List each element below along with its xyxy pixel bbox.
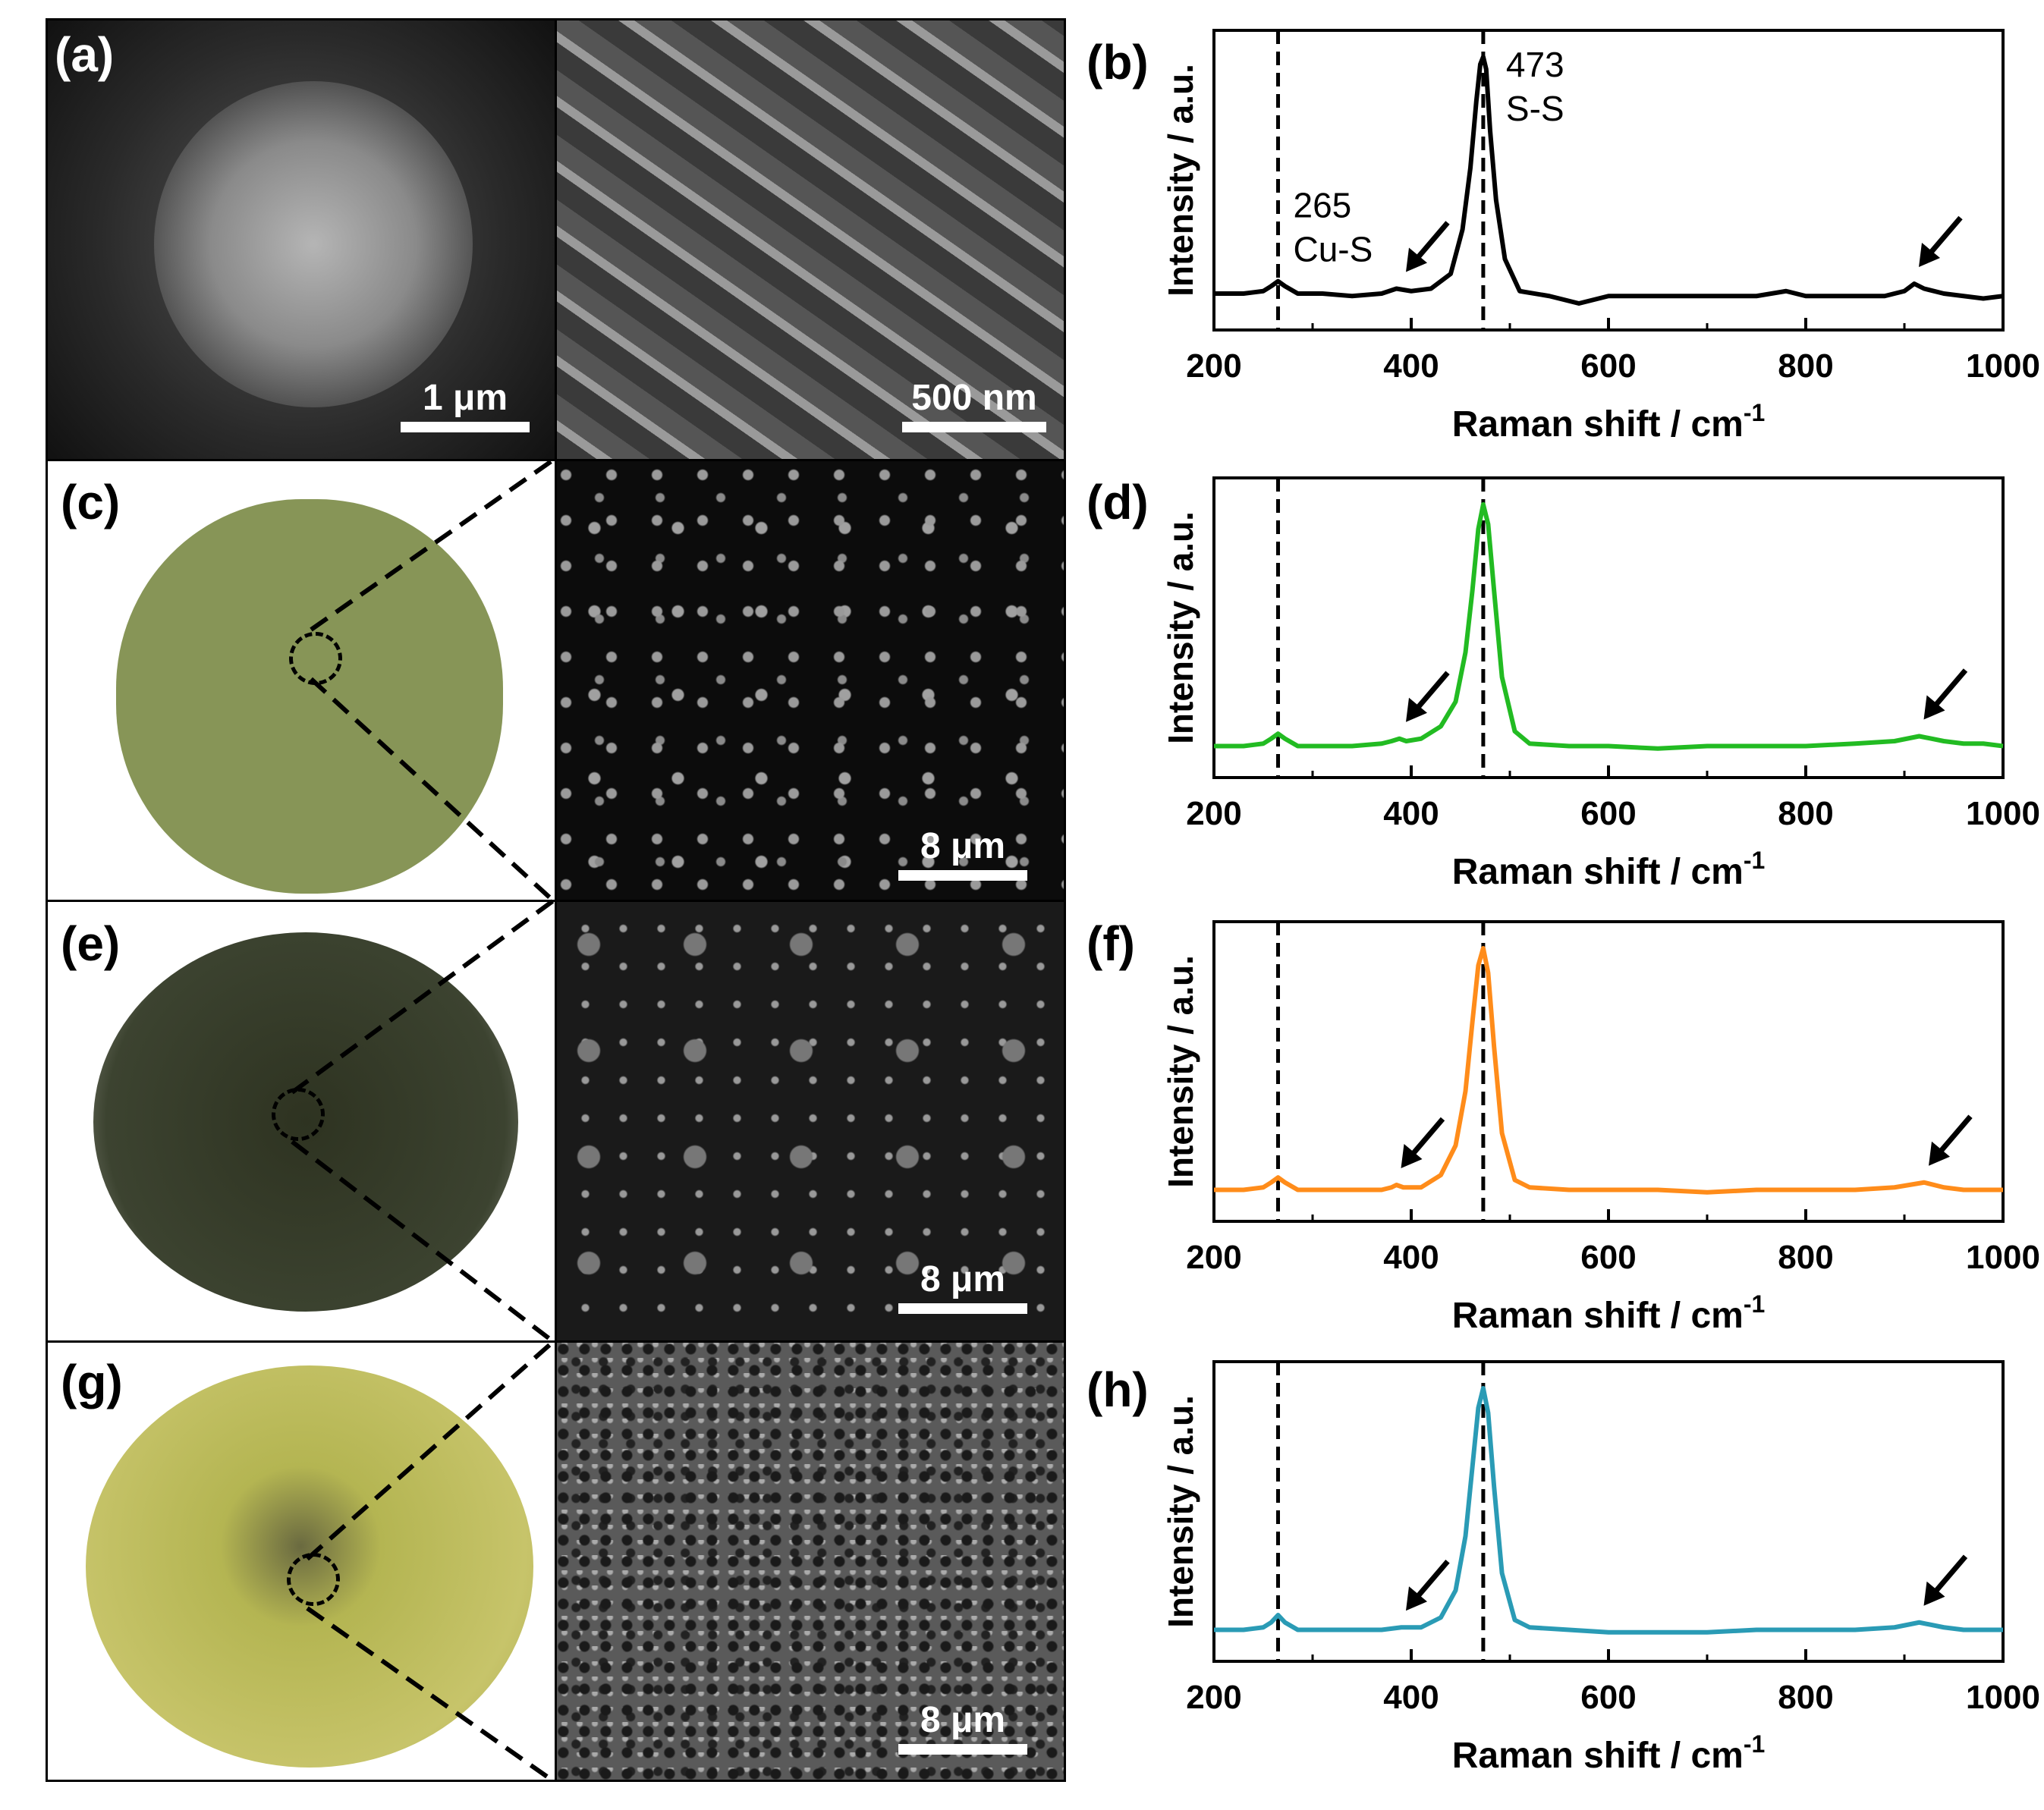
sem-image-g: 8 μm bbox=[555, 1340, 1066, 1782]
chart-b-xtick-label: 400 bbox=[1383, 347, 1439, 385]
chart-d-xtick-label: 400 bbox=[1383, 795, 1439, 832]
sem-image-zoom: 500 nm bbox=[555, 18, 1066, 461]
chart-b-xtick-label: 600 bbox=[1580, 347, 1636, 385]
chart-h-xtick-label: 1000 bbox=[1966, 1679, 2040, 1716]
chart-d-arrow-icon bbox=[1923, 668, 1968, 720]
chart-b-xtick-label: 200 bbox=[1186, 347, 1241, 385]
chart-h-xtick-label: 400 bbox=[1383, 1679, 1439, 1716]
photo-c-disk bbox=[116, 499, 503, 894]
scalebar-g-bar bbox=[898, 1744, 1027, 1755]
scalebar-c-bar bbox=[898, 870, 1027, 881]
chart-h-arrow-icon bbox=[1406, 1559, 1450, 1611]
chart-h-ylabel: Intensity / a.u. bbox=[1161, 1395, 1200, 1628]
chart-f-xtick-label: 800 bbox=[1778, 1239, 1833, 1276]
connector-e-bottom bbox=[291, 1139, 556, 1345]
chart-f-frame bbox=[1212, 920, 2005, 1223]
scalebar-a1: 1 μm bbox=[401, 377, 530, 432]
chart-b-annotation: Cu-S bbox=[1294, 229, 1373, 269]
chart-f-xtick-label: 1000 bbox=[1966, 1239, 2040, 1276]
sem-image-flower: 1 μm bbox=[46, 18, 557, 461]
chart-h-frame bbox=[1212, 1360, 2005, 1663]
chart-b-ylabel: Intensity / a.u. bbox=[1161, 64, 1200, 297]
scalebar-g-label: 8 μm bbox=[920, 1700, 1006, 1740]
chart-b-xlabel: Raman shift / cm-1 bbox=[1452, 399, 1766, 445]
scalebar-a2-label: 500 nm bbox=[911, 378, 1037, 418]
chart-h-xlabel: Raman shift / cm-1 bbox=[1452, 1730, 1766, 1776]
chart-h-arrow-icon bbox=[1923, 1554, 1968, 1606]
raman-chart-d: 200 400 600 800 1000 Raman shift / cm-1 Intens… bbox=[1161, 476, 2040, 892]
scalebar-e: 8 μm bbox=[898, 1259, 1027, 1314]
chart-b-annotation: 265 bbox=[1294, 185, 1352, 225]
chart-h-xtick-label: 200 bbox=[1186, 1679, 1241, 1716]
sem-flower-shape bbox=[154, 81, 473, 407]
panel-label-h: (h) bbox=[1086, 1362, 1149, 1417]
panel-label-b: (b) bbox=[1086, 35, 1149, 90]
chart-f-xtick-label: 200 bbox=[1186, 1239, 1241, 1276]
chart-d-xtick-label: 600 bbox=[1580, 795, 1636, 832]
photo-c-frame bbox=[46, 459, 557, 902]
chart-h-series-line bbox=[1214, 1386, 2003, 1635]
chart-d-series-line bbox=[1214, 502, 2004, 751]
chart-b-series-line bbox=[1214, 55, 2004, 306]
chart-b-arrow-icon bbox=[1919, 215, 1963, 267]
chart-d-xtick-label: 200 bbox=[1186, 795, 1241, 832]
chart-d-xlabel: Raman shift / cm-1 bbox=[1452, 847, 1766, 892]
chart-f-series-line bbox=[1214, 946, 2003, 1195]
sem-image-e: 8 μm bbox=[555, 900, 1066, 1343]
chart-b-annotation: S-S bbox=[1506, 89, 1564, 128]
chart-b-xtick-label: 1000 bbox=[1966, 347, 2040, 385]
chart-d-frame bbox=[1212, 476, 2005, 779]
panel-label-f: (f) bbox=[1086, 916, 1135, 971]
panel-label-e: (e) bbox=[61, 916, 121, 971]
chart-f-xlabel: Raman shift / cm-1 bbox=[1452, 1290, 1766, 1336]
panel-label-a: (a) bbox=[55, 27, 115, 82]
chart-b-xtick-label: 800 bbox=[1778, 347, 1833, 385]
panel-label-d: (d) bbox=[1086, 475, 1149, 529]
chart-b-annotation: 473 bbox=[1506, 45, 1564, 84]
scalebar-g: 8 μm bbox=[898, 1699, 1027, 1755]
chart-d-arrow-icon bbox=[1406, 671, 1450, 722]
panel-label-c: (c) bbox=[61, 475, 121, 529]
connector-g-top bbox=[306, 1338, 556, 1561]
chart-d-xtick-label: 800 bbox=[1778, 795, 1833, 832]
chart-f-xtick-label: 600 bbox=[1580, 1239, 1636, 1276]
connector-c-top bbox=[310, 457, 556, 632]
scalebar-c: 8 μm bbox=[898, 825, 1027, 881]
chart-d-xtick-label: 1000 bbox=[1966, 795, 2040, 832]
sem-image-c: 8 μm bbox=[555, 459, 1066, 902]
scalebar-a2: 500 nm bbox=[902, 377, 1046, 432]
panel-label-g: (g) bbox=[61, 1355, 123, 1409]
chart-f-ylabel: Intensity / a.u. bbox=[1161, 955, 1200, 1188]
raman-chart-h: 200 400 600 800 1000 Raman shift / cm-1 Intens… bbox=[1161, 1360, 2040, 1776]
chart-f-arrow-icon bbox=[1929, 1114, 1973, 1166]
scalebar-a1-label: 1 μm bbox=[422, 378, 508, 418]
scalebar-e-label: 8 μm bbox=[920, 1259, 1006, 1299]
chart-h-xtick-label: 800 bbox=[1778, 1679, 1833, 1716]
connector-e-top bbox=[291, 897, 556, 1095]
chart-b-frame bbox=[1212, 29, 2005, 332]
chart-b-arrow-icon bbox=[1406, 221, 1450, 272]
raman-chart-f: 200 400 600 800 1000 Raman shift / cm-1 Intens… bbox=[1161, 920, 2040, 1336]
photo-e-frame bbox=[46, 900, 557, 1343]
scalebar-a2-bar bbox=[902, 422, 1046, 432]
scalebar-e-bar bbox=[898, 1303, 1027, 1314]
chart-f-arrow-icon bbox=[1401, 1117, 1445, 1168]
connector-c-bottom bbox=[309, 677, 557, 904]
scalebar-a1-bar bbox=[401, 422, 530, 432]
scalebar-c-label: 8 μm bbox=[920, 826, 1006, 866]
chart-f-xtick-label: 400 bbox=[1383, 1239, 1439, 1276]
photo-g-frame bbox=[46, 1340, 557, 1782]
chart-h-xtick-label: 600 bbox=[1580, 1679, 1636, 1716]
connector-g-bottom bbox=[306, 1606, 556, 1784]
chart-d-ylabel: Intensity / a.u. bbox=[1161, 511, 1200, 744]
